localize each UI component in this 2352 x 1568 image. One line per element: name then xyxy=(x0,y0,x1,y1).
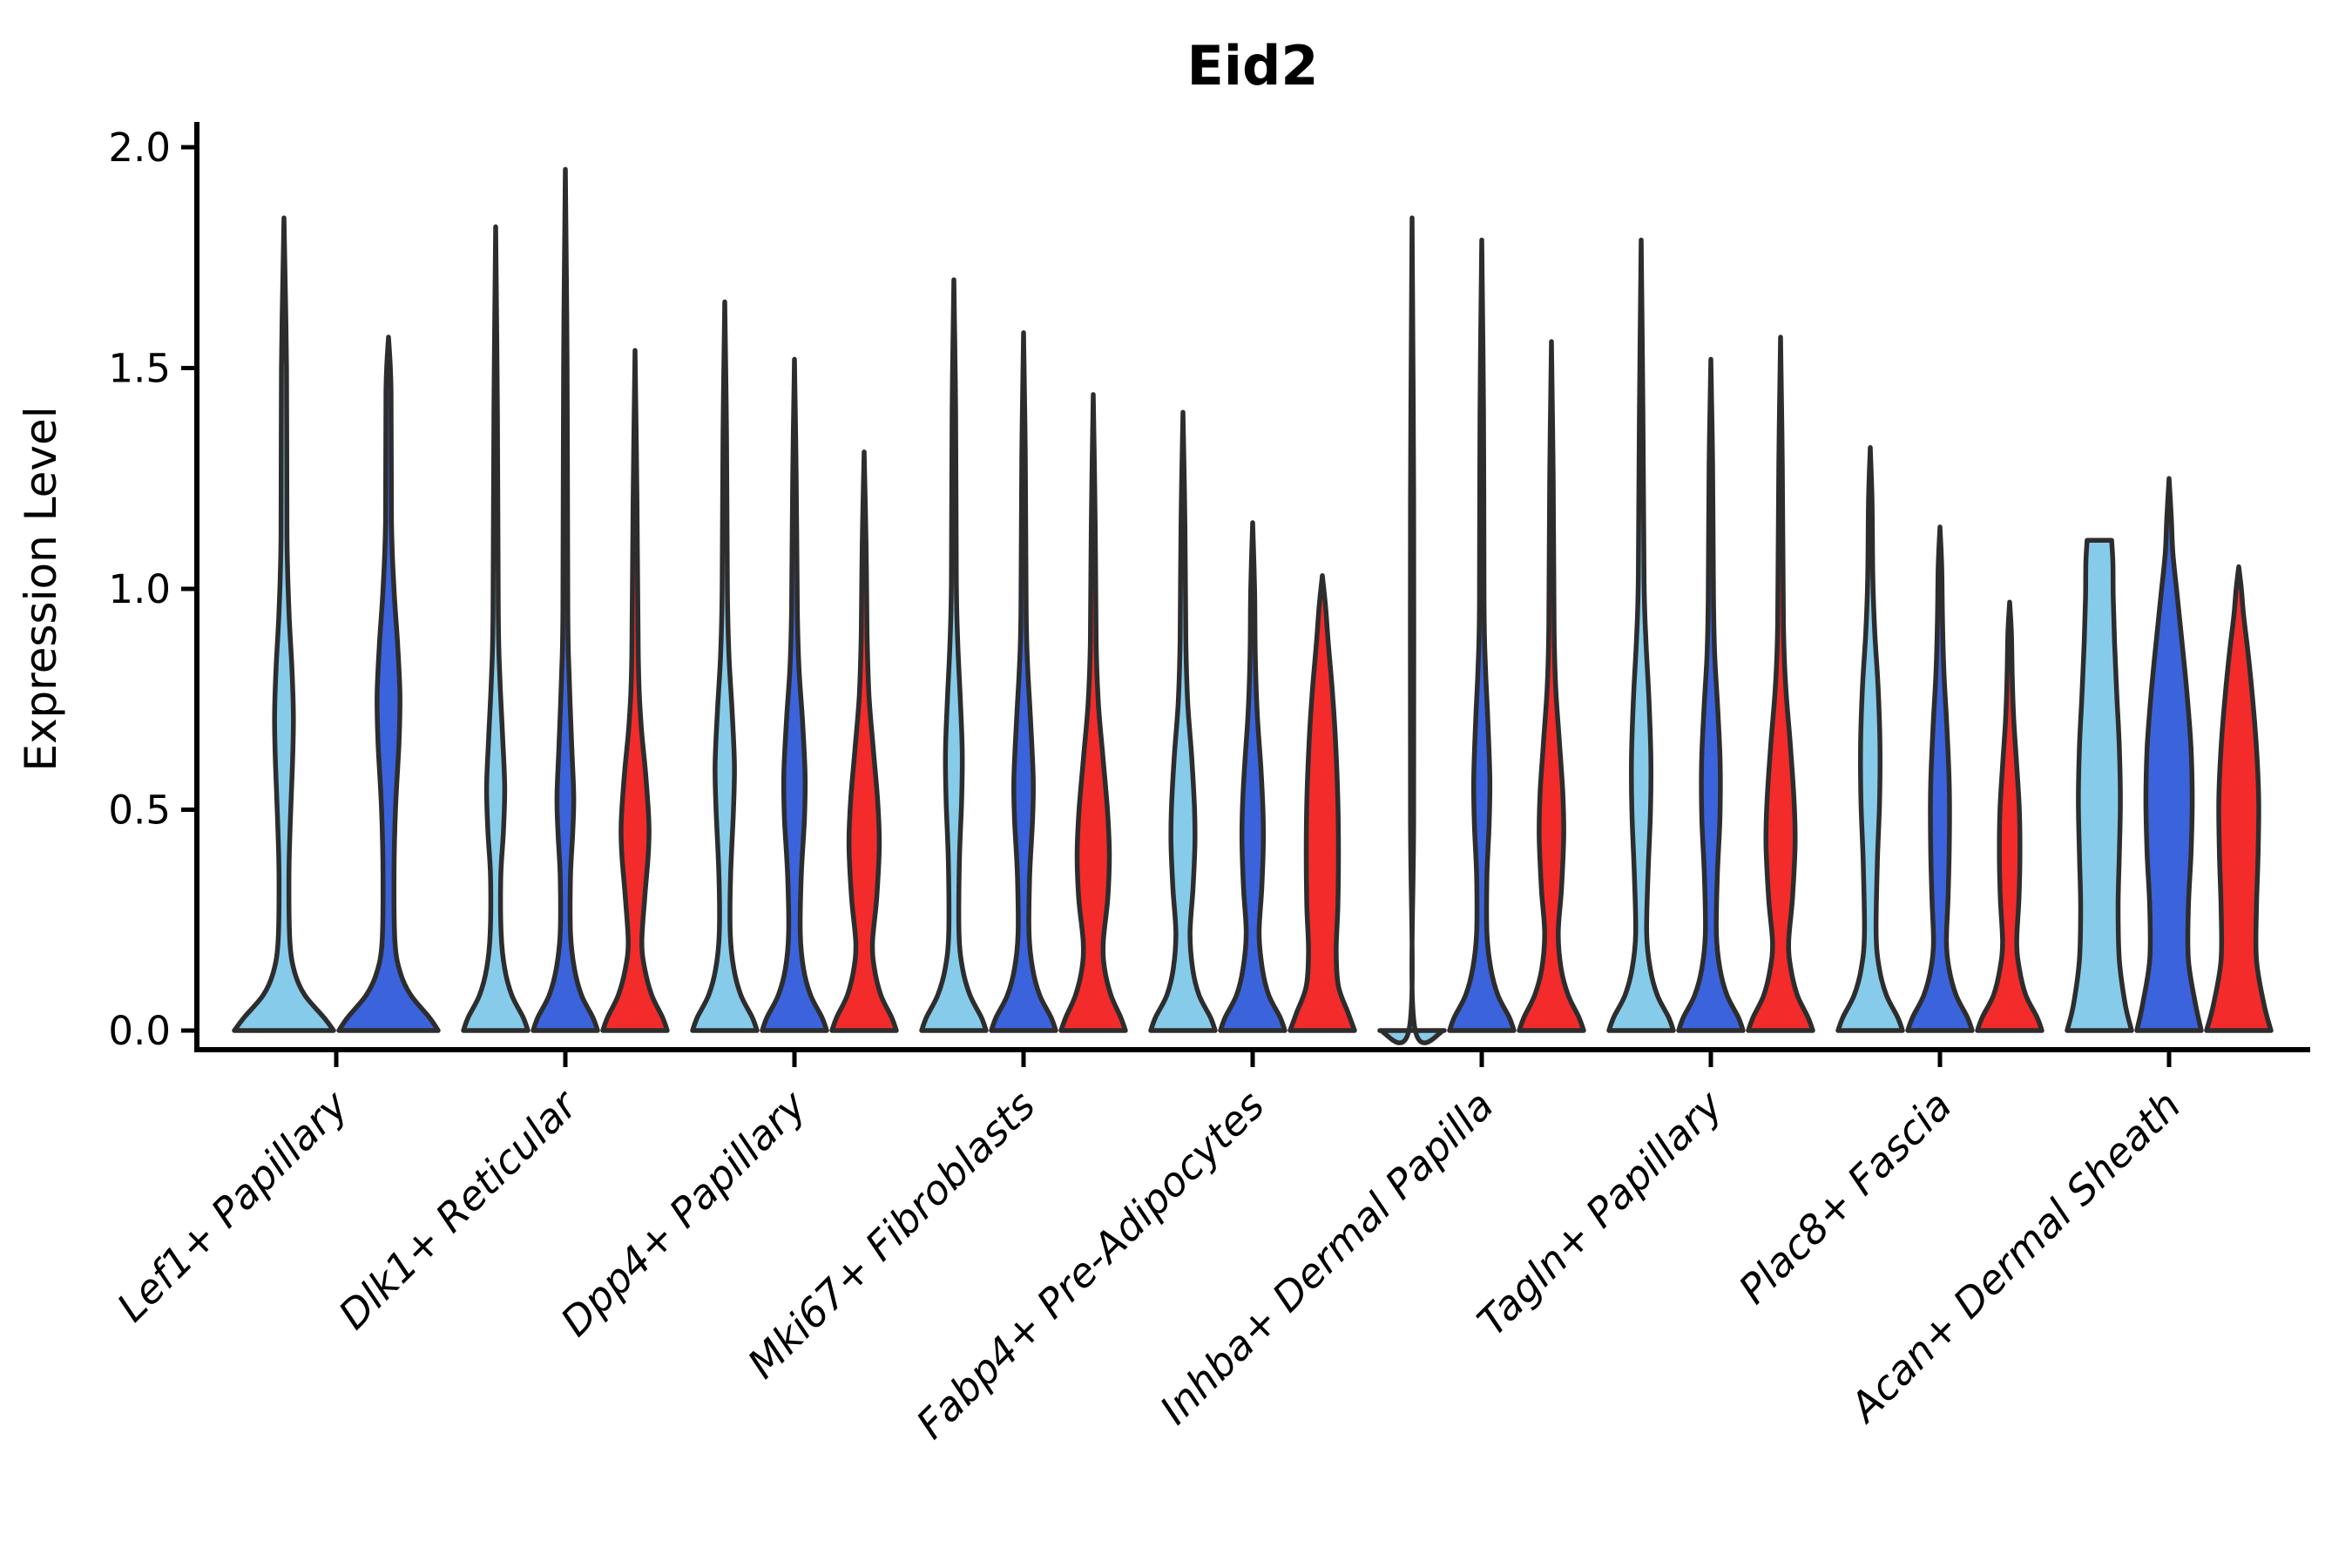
violin-8-dark_blue xyxy=(2134,476,2204,1033)
violin-6-dark_blue xyxy=(1676,356,1746,1033)
y-axis-ticks: 0.0 0.5 1.0 1.5 2.0 xyxy=(108,125,197,1054)
violin-7-red xyxy=(1975,599,2044,1033)
violin-5-dark_blue xyxy=(1447,237,1517,1033)
violin-8-light_blue xyxy=(2065,537,2134,1033)
violin-1-red xyxy=(600,348,670,1033)
x-tick-label-0: Lef1+ Papillary xyxy=(108,1081,357,1330)
violin-2-dark_blue xyxy=(760,356,829,1033)
y-tick-label: 0.0 xyxy=(108,1008,171,1054)
x-tick-label-2: Dpp4+ Papillary xyxy=(551,1081,815,1345)
y-axis-label: Expression Level xyxy=(16,406,66,771)
violin-5-light_blue xyxy=(1377,215,1447,1045)
violins-layer xyxy=(232,166,2274,1045)
violin-6-light_blue xyxy=(1606,237,1676,1033)
violin-3-dark_blue xyxy=(989,330,1058,1033)
violin-3-red xyxy=(1058,392,1128,1033)
violin-4-red xyxy=(1288,573,1357,1033)
violin-7-dark_blue xyxy=(1905,524,1975,1033)
violin-4-dark_blue xyxy=(1218,520,1288,1033)
violin-2-light_blue xyxy=(690,299,760,1033)
violin-4-light_blue xyxy=(1148,409,1218,1033)
x-tick-label-1: Dlk1+ Reticular xyxy=(329,1079,588,1338)
violin-5-red xyxy=(1517,339,1586,1033)
violin-7-light_blue xyxy=(1835,445,1905,1033)
violin-6-red xyxy=(1746,335,1815,1033)
violin-0-light_blue xyxy=(232,215,336,1033)
x-tick-label-7: Plac8+ Fascia xyxy=(1729,1082,1960,1313)
violin-1-dark_blue xyxy=(531,166,600,1033)
y-tick-label: 0.5 xyxy=(108,787,171,834)
violin-0-dark_blue xyxy=(336,335,441,1033)
y-tick-label: 1.5 xyxy=(108,346,171,392)
y-tick-label: 1.0 xyxy=(108,566,171,612)
x-tick-label-6: Tagln+ Papillary xyxy=(1468,1081,1732,1345)
chart-title: Eid2 xyxy=(1186,34,1318,98)
violin-2-red xyxy=(829,449,899,1033)
violin-1-light_blue xyxy=(461,224,531,1033)
y-tick-label: 2.0 xyxy=(108,125,171,171)
violin-8-red xyxy=(2204,564,2274,1033)
violin-3-light_blue xyxy=(919,277,989,1033)
